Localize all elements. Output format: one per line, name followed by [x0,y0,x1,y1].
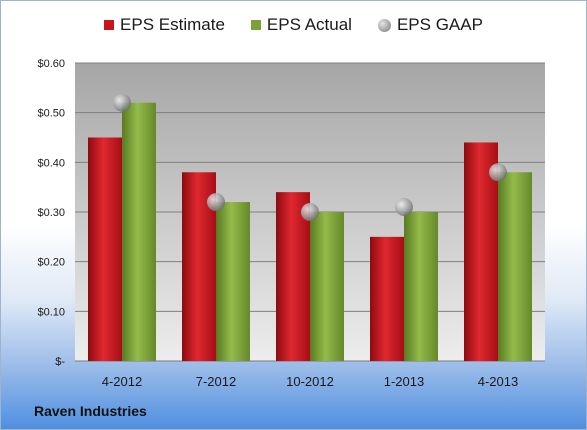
estimate-swatch-icon [104,20,115,30]
gaap-marker [113,93,131,112]
estimate-bar [370,236,404,361]
legend-label-estimate: EPS Estimate [120,15,225,34]
actual-bar [216,202,250,361]
x-tick-label: 4-2013 [478,374,518,389]
legend-item-gaap: EPS GAAP [377,15,483,35]
legend-item-estimate: EPS Estimate [104,15,225,35]
y-tick-label: $0.40 [37,157,65,169]
gaap-marker [395,198,413,217]
actual-bar [122,102,156,361]
legend: EPS Estimate EPS Actual EPS GAAP [1,15,586,35]
y-tick-label: $0.30 [37,207,65,219]
legend-item-actual: EPS Actual [250,15,352,35]
company-name: Raven Industries [34,403,147,419]
x-tick-label: 1-2013 [384,374,424,389]
y-tick-label: $- [55,356,65,368]
estimate-bar [88,137,122,361]
gaap-marker [489,163,507,182]
y-tick-label: $0.10 [37,306,65,318]
actual-swatch-icon [250,20,261,30]
estimate-bar [276,192,310,361]
bars [88,102,532,361]
x-tick-label: 10-2012 [286,374,334,389]
y-tick-label: $0.60 [37,58,65,70]
actual-bar [498,172,532,361]
gaap-marker [207,193,225,212]
gaap-marker [301,203,319,221]
x-tick-label: 4-2012 [102,374,142,389]
y-tick-label: $0.20 [37,257,65,269]
x-axis: 4-2012 7-2012 10-2012 1-2013 4-2013 [102,374,518,389]
y-tick-label: $0.50 [37,108,65,120]
x-tick-label: 7-2012 [196,374,236,389]
gaap-markers [113,93,507,221]
legend-label-actual: EPS Actual [266,15,352,34]
legend-label-gaap: EPS GAAP [396,15,483,34]
actual-bar [404,212,438,361]
y-axis: $- $0.10 $0.20 $0.30 $0.40 $0.50 $0.60 [37,58,65,368]
actual-bar [310,212,344,361]
gaap-dot-icon [377,18,391,32]
